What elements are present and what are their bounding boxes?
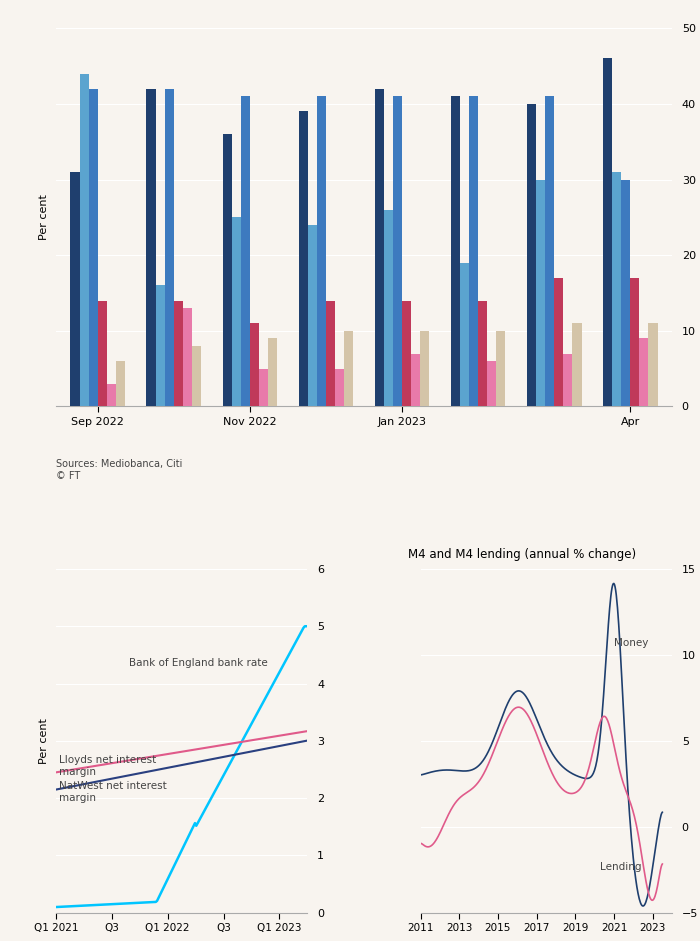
Bar: [344, 331, 354, 407]
Bar: [174, 300, 183, 407]
Bar: [420, 331, 429, 407]
Text: Money: Money: [614, 638, 648, 648]
Bar: [155, 285, 164, 407]
Bar: [268, 339, 277, 407]
Text: Bank of England bank rate: Bank of England bank rate: [129, 659, 267, 668]
Bar: [232, 217, 241, 407]
Bar: [526, 104, 536, 407]
Text: NatWest net interest
margin: NatWest net interest margin: [59, 781, 167, 803]
Bar: [496, 331, 505, 407]
Bar: [164, 88, 174, 407]
Bar: [554, 278, 564, 407]
Bar: [630, 278, 639, 407]
Bar: [116, 361, 125, 407]
Bar: [612, 172, 621, 407]
Bar: [393, 96, 402, 407]
Bar: [107, 384, 116, 407]
Bar: [384, 210, 393, 407]
Bar: [460, 263, 469, 407]
Text: M4 and M4 lending (annual % change): M4 and M4 lending (annual % change): [408, 548, 636, 561]
Bar: [192, 346, 202, 407]
Bar: [80, 73, 89, 407]
Bar: [71, 172, 80, 407]
Bar: [374, 88, 384, 407]
Bar: [317, 96, 326, 407]
Y-axis label: Per cent: Per cent: [39, 195, 49, 240]
Y-axis label: Per cent: Per cent: [39, 718, 49, 764]
Bar: [335, 369, 344, 407]
Bar: [299, 111, 308, 407]
Bar: [536, 180, 545, 407]
Bar: [639, 339, 648, 407]
Bar: [545, 96, 554, 407]
Bar: [250, 324, 259, 407]
Bar: [573, 324, 582, 407]
Bar: [469, 96, 478, 407]
Bar: [451, 96, 460, 407]
Bar: [259, 369, 268, 407]
Text: Sources: Mediobanca, Citi
© FT: Sources: Mediobanca, Citi © FT: [56, 459, 183, 481]
Bar: [487, 361, 496, 407]
Text: Lloyds net interest
margin: Lloyds net interest margin: [59, 756, 156, 776]
Bar: [402, 300, 411, 407]
Bar: [89, 88, 98, 407]
Bar: [146, 88, 155, 407]
Bar: [603, 58, 612, 407]
Bar: [621, 180, 630, 407]
Bar: [223, 135, 232, 407]
Bar: [564, 354, 573, 407]
Bar: [183, 308, 192, 407]
Bar: [308, 225, 317, 407]
Bar: [241, 96, 250, 407]
Bar: [648, 324, 657, 407]
Bar: [98, 300, 107, 407]
Bar: [478, 300, 487, 407]
Bar: [326, 300, 335, 407]
Bar: [411, 354, 420, 407]
Text: Lending: Lending: [601, 862, 642, 871]
